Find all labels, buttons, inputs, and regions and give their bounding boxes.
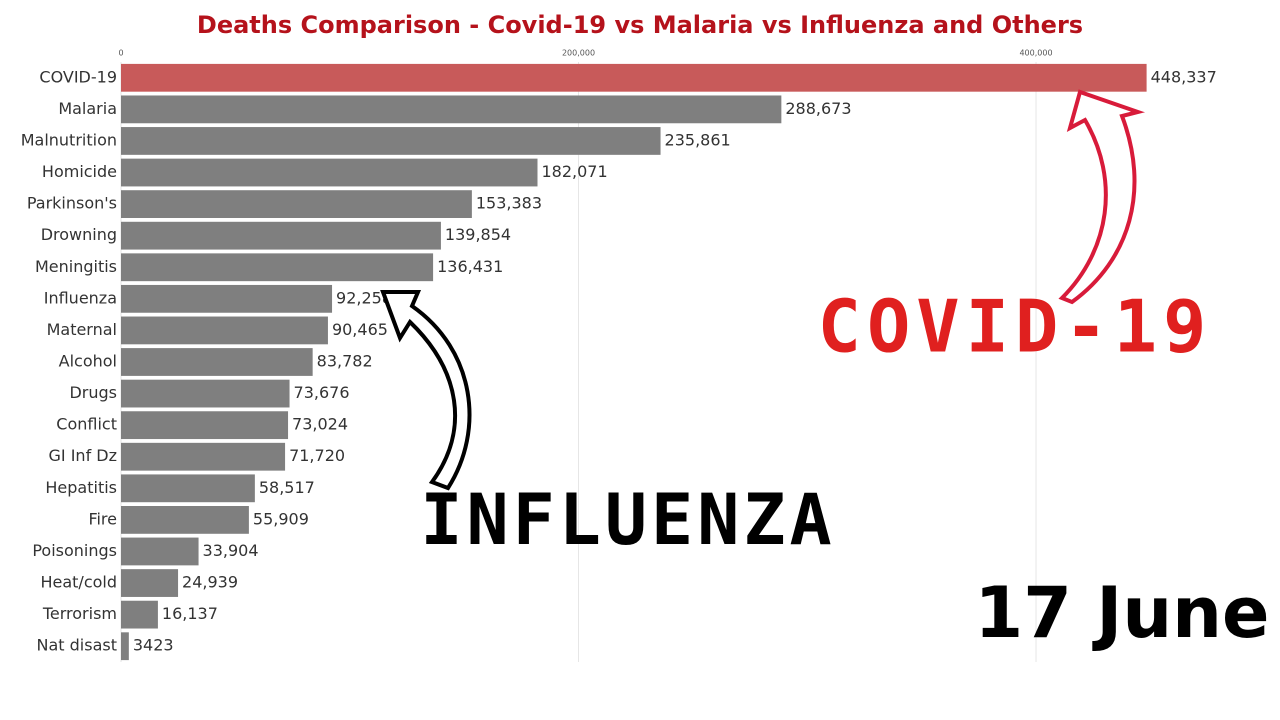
- category-label: GI Inf Dz: [49, 446, 118, 465]
- bar: [121, 569, 179, 597]
- bar: [121, 158, 538, 187]
- category-label: Heat/cold: [40, 573, 117, 592]
- value-label: 92,258: [336, 288, 392, 307]
- x-tick-label: 200,000: [562, 49, 595, 58]
- category-label: Drugs: [69, 383, 117, 402]
- category-label: Meningitis: [35, 257, 117, 276]
- value-label: 55,909: [253, 509, 309, 528]
- value-label: 139,854: [445, 225, 511, 244]
- bar: [121, 632, 129, 661]
- category-label: Poisonings: [32, 541, 117, 560]
- bar: [121, 190, 472, 218]
- covid-annotation: COVID-19: [818, 285, 1213, 369]
- category-label: Malaria: [58, 99, 117, 118]
- value-label: 90,465: [332, 320, 388, 339]
- bar: [121, 379, 290, 408]
- bar: [121, 316, 328, 345]
- category-label: Drowning: [41, 225, 117, 244]
- value-label: 3423: [133, 636, 174, 655]
- bar: [121, 506, 249, 534]
- value-label: 235,861: [665, 130, 731, 149]
- value-label: 136,431: [437, 257, 503, 276]
- plot: 0 200,000 400,000 COVID-19 448,337 Malaria 288…: [21, 49, 1217, 662]
- influenza-annotation: INFLUENZA: [420, 479, 835, 561]
- category-label: Maternal: [47, 320, 117, 339]
- category-label: Parkinson's: [27, 194, 117, 213]
- category-label: Malnutrition: [21, 130, 117, 149]
- value-label: 83,782: [317, 352, 373, 371]
- category-label: COVID-19: [39, 67, 117, 86]
- bar: [121, 600, 158, 629]
- x-tick-label: 400,000: [1019, 49, 1052, 58]
- bar: [121, 537, 199, 566]
- bar: [121, 474, 255, 503]
- influenza-arrow: [380, 290, 472, 491]
- bar: [121, 63, 1147, 92]
- category-label: Hepatitis: [45, 478, 117, 497]
- value-label: 71,720: [289, 446, 345, 465]
- date-annotation: 17 June: [975, 572, 1270, 654]
- category-label: Conflict: [56, 415, 117, 434]
- bar: [121, 284, 333, 313]
- value-label: 288,673: [785, 99, 851, 118]
- category-label: Alcohol: [59, 352, 117, 371]
- bar: [121, 348, 313, 376]
- category-label: Terrorism: [42, 604, 117, 623]
- bar: [121, 127, 661, 155]
- value-label: 182,071: [541, 162, 607, 181]
- value-label: 448,337: [1151, 67, 1217, 86]
- category-label: Influenza: [44, 288, 117, 307]
- bar: [121, 411, 289, 440]
- value-label: 73,024: [292, 415, 348, 434]
- value-label: 16,137: [162, 604, 218, 623]
- value-label: 58,517: [259, 478, 315, 497]
- bar: [121, 442, 286, 471]
- x-tick-label: 0: [118, 49, 123, 58]
- chart-title: Deaths Comparison - Covid-19 vs Malaria …: [197, 11, 1083, 39]
- bar: [121, 221, 441, 250]
- category-label: Fire: [88, 509, 117, 528]
- value-label: 153,383: [476, 194, 542, 213]
- category-label: Homicide: [42, 162, 117, 181]
- category-label: Nat disast: [37, 636, 117, 655]
- bar: [121, 253, 434, 282]
- covid-arrow: [1058, 89, 1146, 305]
- value-label: 24,939: [182, 573, 238, 592]
- value-label: 73,676: [294, 383, 350, 402]
- bar: [121, 95, 782, 124]
- value-label: 33,904: [203, 541, 259, 560]
